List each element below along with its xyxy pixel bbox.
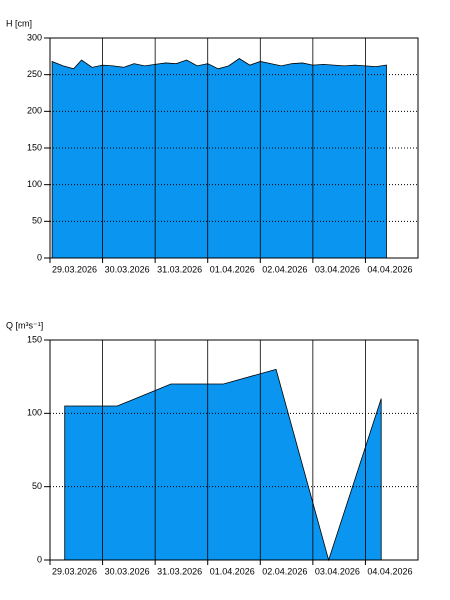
y-tick-label: 0 (37, 252, 42, 262)
y-axis-label: Q [m³s⁻¹] (6, 320, 43, 330)
area (51, 58, 387, 259)
y-tick-label: 50 (32, 481, 42, 491)
y-tick-label: 150 (27, 334, 42, 344)
y-tick-label: 100 (27, 408, 42, 418)
y-tick-label: 300 (27, 32, 42, 42)
area (64, 368, 382, 562)
x-tick-label: 01.04.2026 (210, 264, 255, 274)
x-tick-label: 03.04.2026 (315, 566, 360, 576)
x-tick-label: 29.03.2026 (52, 566, 97, 576)
y-tick-label: 250 (27, 69, 42, 79)
x-tick-label: 30.03.2026 (105, 264, 150, 274)
plot-frame (49, 37, 419, 259)
y-tick-label: 200 (27, 106, 42, 116)
x-tick-label: 31.03.2026 (157, 566, 202, 576)
x-tick-label: 30.03.2026 (105, 566, 150, 576)
plot-frame (49, 339, 419, 561)
y-tick-label: 50 (32, 216, 42, 226)
x-tick-label: 02.04.2026 (262, 566, 307, 576)
x-tick-label: 04.04.2026 (367, 566, 412, 576)
x-tick-label: 31.03.2026 (157, 264, 202, 274)
y-tick-label: 100 (27, 179, 42, 189)
x-tick-label: 04.04.2026 (367, 264, 412, 274)
x-tick-label: 03.04.2026 (315, 264, 360, 274)
x-tick-label: 01.04.2026 (210, 566, 255, 576)
y-tick-label: 0 (37, 554, 42, 564)
x-tick-label: 02.04.2026 (262, 264, 307, 274)
x-tick-label: 29.03.2026 (52, 264, 97, 274)
y-axis-label: H [cm] (6, 18, 32, 28)
y-tick-label: 150 (27, 142, 42, 152)
